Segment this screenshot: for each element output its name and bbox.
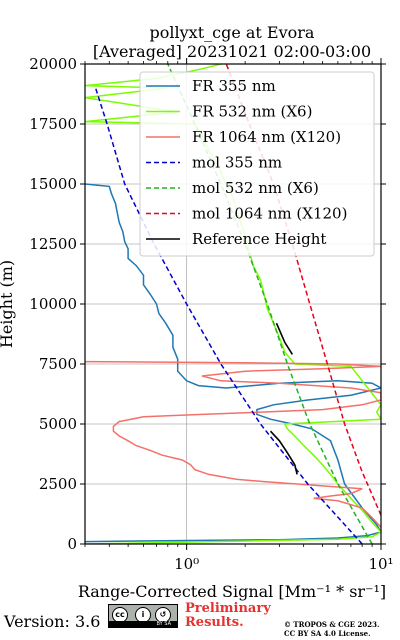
series-line-3 — [94, 87, 363, 544]
y-tick-label: 20000 — [29, 55, 77, 73]
legend-label-3: mol 355 nm — [192, 154, 282, 172]
cc-by-sa-icon: cc i ↺ BY SA — [108, 604, 178, 628]
copyright-line1: © TROPOS & CGE 2023. — [284, 620, 380, 629]
preliminary-line1: Preliminary — [185, 601, 271, 616]
legend-label-1: FR 532 nm (X6) — [192, 103, 312, 121]
y-tick-label: 5000 — [39, 415, 77, 433]
cc-circle-icon: cc — [112, 607, 128, 623]
x-axis-ticks: 10⁰ 10¹ — [84, 58, 394, 573]
y-tick-label: 0 — [67, 535, 77, 553]
series-line-2 — [85, 360, 381, 528]
series-line-0 — [85, 183, 381, 543]
y-tick-label: 15000 — [29, 175, 77, 193]
y-tick-label: 12500 — [29, 235, 77, 253]
series-line-6 — [269, 322, 298, 475]
preliminary-line2: Results. — [185, 615, 244, 630]
share-alike-icon: ↺ — [155, 607, 171, 623]
version-label: Version: 3.6 — [4, 612, 101, 631]
y-tick-label: 7500 — [39, 355, 77, 373]
legend-label-0: FR 355 nm — [192, 77, 276, 95]
chart-title-line2: [Averaged] 20231021 02:00-03:00 — [93, 42, 371, 61]
y-tick-label: 17500 — [29, 115, 77, 133]
copyright-notice: © TROPOS & CGE 2023. CC BY SA 4.0 Licens… — [284, 620, 379, 638]
x-tick-label: 10⁰ — [174, 555, 199, 573]
x-axis-label: Range-Corrected Signal [Mm⁻¹ * sr⁻¹] — [78, 582, 386, 601]
y-axis-ticks: 0 2500 5000 7500 10000 12500 15000 17500 20000 — [29, 55, 386, 553]
legend-box — [139, 71, 375, 257]
legend-label-4: mol 532 nm (X6) — [192, 179, 319, 197]
preliminary-notice: Preliminary Results. — [185, 602, 271, 630]
y-tick-label: 10000 — [29, 295, 77, 313]
y-tick-label: 2500 — [39, 475, 77, 493]
legend-label-5: mol 1064 nm (X120) — [192, 205, 347, 223]
chart-title-line1: pollyxt_cge at Evora — [150, 23, 315, 42]
legend: FR 355 nm FR 532 nm (X6) FR 1064 nm (X120)… — [139, 71, 375, 257]
legend-label-6: Reference Height — [192, 230, 326, 248]
legend-label-2: FR 1064 nm (X120) — [192, 128, 341, 146]
y-axis-label: Height (m) — [0, 260, 16, 348]
cc-badge-caption: BY SA — [109, 621, 177, 627]
x-tick-label: 10¹ — [368, 555, 393, 573]
copyright-line2: CC BY SA 4.0 License. — [284, 629, 371, 638]
series-line-5 — [225, 64, 381, 516]
